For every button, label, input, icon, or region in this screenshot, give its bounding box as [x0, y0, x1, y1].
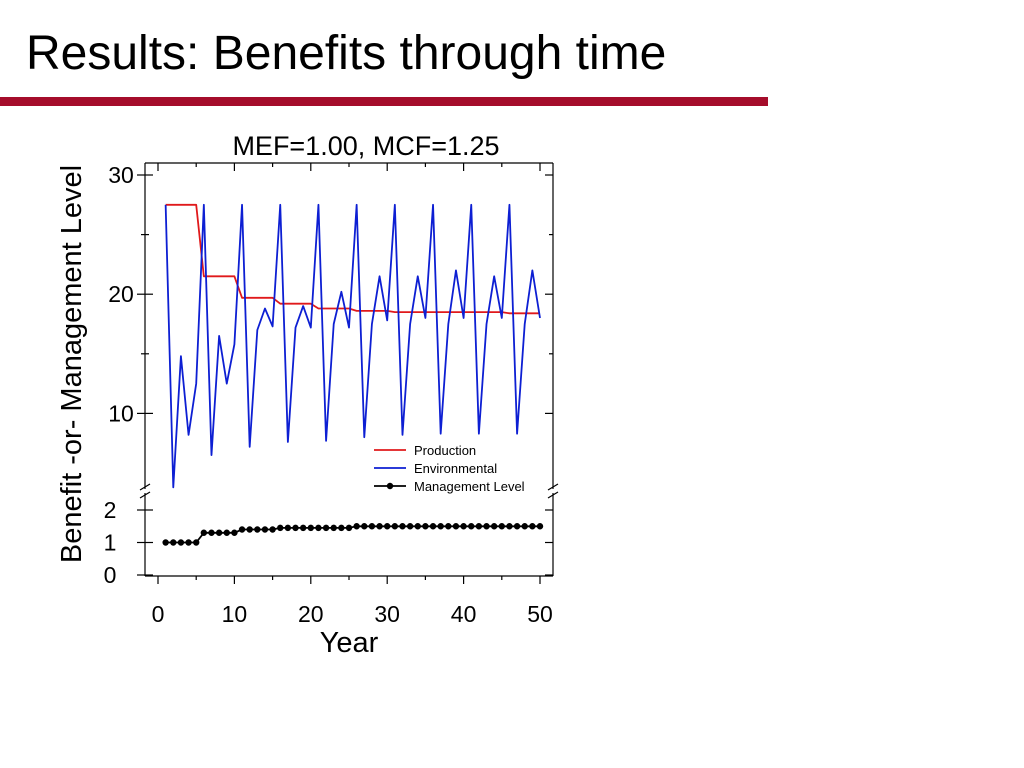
legend-marker [386, 482, 394, 490]
series-point-management-level [414, 523, 421, 530]
series-point-management-level [406, 523, 414, 530]
series-point-management-level [200, 529, 208, 536]
y-tick-label-lower: 1 [104, 530, 117, 556]
series-line-production [165, 203, 540, 315]
x-tick-label: 10 [222, 601, 248, 627]
y-tick-label-upper: 10 [108, 400, 134, 426]
series-point-management-level [368, 523, 376, 530]
series-point-management-level [498, 523, 505, 530]
series-point-management-level [315, 524, 322, 532]
series-point-management-level [170, 539, 177, 546]
series-point-management-level [292, 524, 299, 532]
series-point-management-level [277, 524, 284, 532]
y-tick-label-lower: 0 [104, 562, 117, 588]
x-tick-label: 20 [298, 601, 324, 627]
y-tick-label-upper: 30 [108, 162, 134, 188]
x-tick-label: 50 [527, 601, 553, 627]
x-axis-label: Year [320, 627, 379, 659]
series-point-management-level [475, 523, 483, 530]
series-point-management-level [399, 523, 406, 530]
x-tick-label: 30 [374, 601, 400, 627]
series-point-management-level [521, 523, 528, 530]
series-point-management-level [384, 523, 391, 530]
series-point-management-level [429, 523, 437, 530]
axis-break-mark-right-2 [547, 491, 559, 499]
series-point-management-level [185, 539, 192, 546]
axis-break-mark-left-1 [139, 483, 151, 491]
series-point-management-level [162, 539, 169, 546]
series-point-management-level [361, 523, 368, 530]
series-point-management-level [338, 524, 345, 532]
series-point-management-level [223, 529, 230, 536]
series-point-management-level [193, 539, 200, 546]
series-point-management-level [231, 529, 238, 536]
series-point-management-level [353, 523, 360, 530]
series-point-management-level [513, 523, 521, 530]
series-point-management-level [322, 524, 330, 532]
series-point-management-level [445, 523, 452, 530]
series-line-environmental [164, 203, 541, 489]
axis-break-mark-left-2 [139, 491, 151, 499]
legend-label: Production [414, 443, 476, 458]
series-point-management-level [376, 523, 383, 530]
x-tick-label: 0 [152, 601, 165, 627]
y-axis-label: Benefit -or- Management Level [56, 165, 88, 563]
series-point-management-level [345, 524, 353, 532]
x-tick-label: 40 [451, 601, 477, 627]
series-point-management-level [536, 523, 544, 530]
title-divider [0, 97, 768, 106]
series-point-management-level [238, 526, 246, 533]
plot-frame [137, 162, 559, 584]
series-point-management-level [208, 529, 215, 536]
slide-title: Results: Benefits through time [26, 27, 667, 80]
series-point-management-level [330, 524, 337, 532]
legend-label: Environmental [414, 461, 497, 476]
series-point-management-level [490, 523, 498, 530]
series-point-management-level [215, 529, 223, 536]
series-point-management-level [529, 523, 536, 530]
axis-break-mark-right-1 [547, 483, 559, 491]
series-point-management-level [299, 524, 307, 532]
series-point-management-level [437, 523, 444, 530]
series-point-management-level [261, 526, 269, 533]
y-tick-label-lower: 2 [104, 497, 117, 523]
series-point-management-level [246, 526, 253, 533]
series-point-management-level [506, 523, 513, 530]
series-point-management-level [177, 539, 185, 546]
series-point-management-level [307, 524, 314, 532]
series-point-management-level [284, 524, 292, 532]
series-point-management-level [391, 523, 399, 530]
series-point-management-level [468, 523, 475, 530]
legend-label: Management Level [414, 479, 525, 494]
series-point-management-level [460, 523, 467, 530]
chart-title: MEF=1.00, MCF=1.25 [232, 131, 499, 161]
y-tick-label-upper: 20 [108, 281, 134, 307]
series-point-management-level [254, 526, 261, 533]
series-point-management-level [269, 526, 276, 533]
series-point-management-level [483, 523, 490, 530]
series-point-management-level [452, 523, 460, 530]
series-point-management-level [422, 523, 429, 530]
